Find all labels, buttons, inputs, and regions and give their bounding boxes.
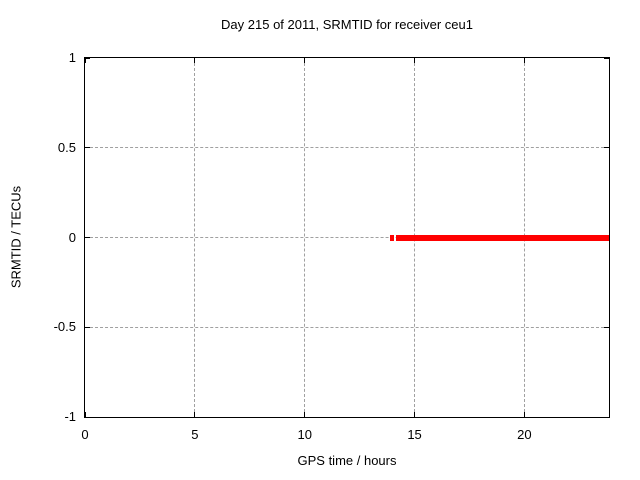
y-tick-mark-right bbox=[604, 57, 609, 59]
y-tick-label: 0 bbox=[68, 229, 76, 245]
y-tick-label: 1 bbox=[68, 50, 76, 65]
x-tick-mark-top bbox=[414, 58, 416, 63]
x-tick-label: 10 bbox=[297, 427, 312, 442]
series-line-segment bbox=[390, 234, 394, 241]
x-tick-mark-top bbox=[304, 58, 306, 63]
series-line-segment bbox=[395, 234, 609, 241]
x-tick-mark-top bbox=[523, 58, 525, 63]
x-tick-label: 20 bbox=[517, 427, 532, 442]
y-tick-mark-left bbox=[85, 416, 90, 418]
x-tick-label: 15 bbox=[407, 427, 422, 442]
x-tick-label: 5 bbox=[191, 427, 199, 442]
x-axis-label: GPS time / hours bbox=[297, 453, 397, 468]
y-tick-mark-right bbox=[604, 416, 609, 418]
y-tick-mark-left bbox=[85, 57, 90, 59]
y-gridline bbox=[85, 237, 609, 238]
x-tick-mark-top bbox=[194, 58, 196, 63]
y-tick-mark-right bbox=[604, 147, 609, 149]
chart-title: Day 215 of 2011, SRMTID for receiver ceu… bbox=[221, 17, 473, 32]
y-tick-label: 0.5 bbox=[57, 139, 76, 155]
y-tick-label: -0.5 bbox=[53, 319, 76, 335]
x-tick-mark-top bbox=[84, 58, 86, 63]
x-tick-mark-bottom bbox=[304, 412, 306, 417]
y-gridline bbox=[85, 147, 609, 149]
y-tick-label: -1 bbox=[64, 409, 76, 424]
y-tick-mark-left bbox=[85, 237, 90, 238]
x-tick-label: 0 bbox=[81, 427, 89, 442]
plot-area bbox=[84, 57, 610, 418]
x-tick-mark-bottom bbox=[194, 412, 196, 417]
x-tick-mark-bottom bbox=[523, 412, 525, 417]
y-tick-mark-left bbox=[85, 147, 90, 149]
y-tick-mark-left bbox=[85, 326, 90, 328]
x-tick-mark-bottom bbox=[84, 412, 86, 417]
y-tick-mark-right bbox=[604, 326, 609, 328]
y-gridline bbox=[85, 326, 609, 328]
x-tick-mark-bottom bbox=[414, 412, 416, 417]
